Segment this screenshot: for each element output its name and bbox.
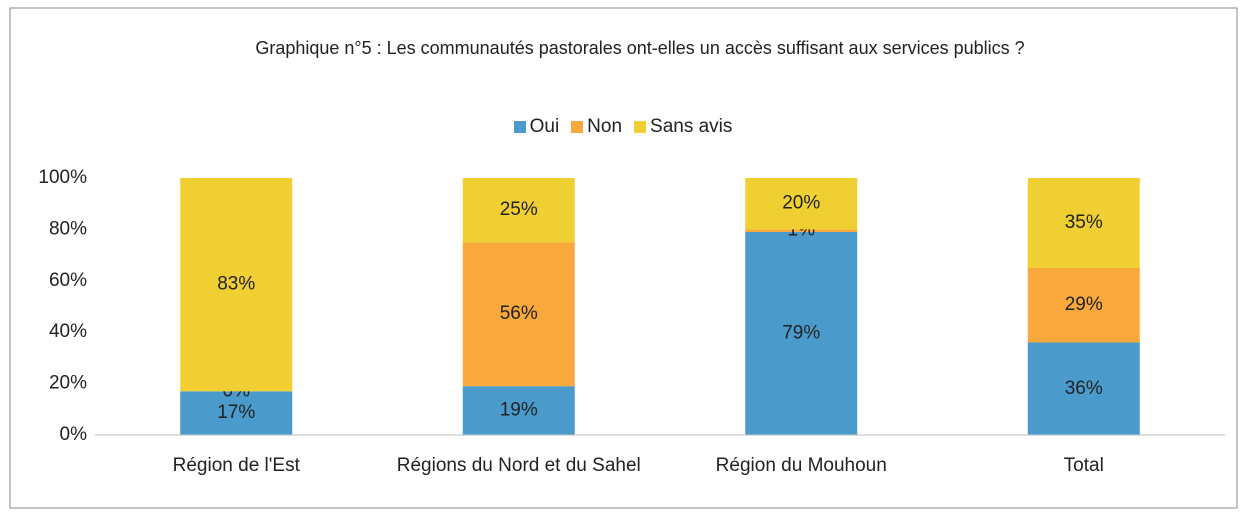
chart-title: Graphique n°5 : Les communautés pastoral… xyxy=(255,38,1025,58)
legend-label: Oui xyxy=(529,116,560,137)
data-label: 25% xyxy=(500,199,538,220)
bar-segment xyxy=(462,242,575,387)
bar-segment xyxy=(462,386,575,435)
legend-item: Non xyxy=(571,116,622,138)
legend-item: Oui xyxy=(513,116,560,138)
data-label: 19% xyxy=(500,400,538,421)
y-tick-label: 40% xyxy=(49,321,87,342)
legend-swatch xyxy=(571,121,584,133)
y-tick-label: 0% xyxy=(60,424,88,445)
y-tick-label: 100% xyxy=(38,167,87,188)
data-label: 36% xyxy=(1065,378,1103,399)
data-label: 17% xyxy=(217,402,255,423)
bar-segment xyxy=(180,178,293,392)
y-tick-label: 20% xyxy=(49,373,87,394)
bar-segment xyxy=(745,231,858,435)
x-tick-label: Région de l'Est xyxy=(172,455,300,476)
x-tick-label: Région du Mouhoun xyxy=(715,455,887,476)
legend-swatch xyxy=(513,121,526,133)
data-label: 83% xyxy=(217,274,255,295)
legend-swatch xyxy=(634,121,647,133)
bar-segment xyxy=(462,178,575,243)
y-tick-label: 60% xyxy=(49,270,87,291)
bar-segment xyxy=(1027,267,1140,343)
legend-item: Sans avis xyxy=(634,116,732,138)
legend-label: Sans avis xyxy=(650,116,733,137)
bar-segment xyxy=(1027,178,1140,268)
data-label: 79% xyxy=(782,323,820,344)
data-label: 20% xyxy=(782,193,820,214)
bar-segment xyxy=(1027,342,1140,435)
y-tick-label: 80% xyxy=(49,218,87,239)
bar-segment xyxy=(180,391,293,435)
legend-label: Non xyxy=(587,116,623,137)
bar-segment xyxy=(745,229,858,232)
chart-border xyxy=(9,7,1238,509)
data-label: 35% xyxy=(1065,212,1103,233)
x-tick-label: Régions du Nord et du Sahel xyxy=(396,455,641,476)
data-label: 29% xyxy=(1065,294,1103,315)
legend: Oui Non Sans avis xyxy=(0,116,1246,138)
x-tick-label: Total xyxy=(1063,455,1104,476)
bar-segment xyxy=(745,178,858,230)
data-label: 56% xyxy=(500,303,538,324)
